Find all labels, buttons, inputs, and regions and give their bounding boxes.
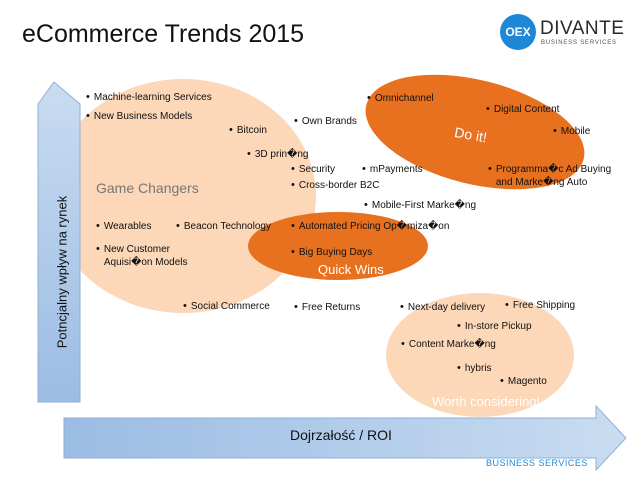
trend-free-returns: Free Returns — [294, 301, 360, 314]
trend-omnichannel: Omnichannel — [367, 92, 434, 105]
trend-big-buying-days: Big Buying Days — [291, 246, 372, 259]
impact-axis-arrow — [37, 81, 81, 403]
trend-own-brands: Own Brands — [294, 115, 357, 128]
trend-next-day: Next-day delivery — [400, 301, 485, 314]
trend-programmatic: Programma�c Ad Buying and Marke�ng Auto — [488, 163, 611, 189]
trend-security: Security — [291, 163, 335, 176]
trend-machine-learning: Machine-learning Services — [86, 91, 212, 104]
trend-cross-border: Cross-border B2C — [291, 179, 380, 192]
trend-new-customer-line2: Aquisi�on Models — [103, 257, 188, 268]
zone-label-game-changers: Game Changers — [96, 180, 199, 196]
trend-social-commerce: Social Commerce — [183, 300, 270, 313]
page-title: eCommerce Trends 2015 — [22, 20, 305, 48]
trend-programmatic-line1: Programma�c Ad Buying — [495, 164, 612, 175]
logo-badge-icon: OEX — [500, 14, 536, 50]
trend-programmatic-line2: and Marke�ng Auto — [495, 177, 588, 188]
trend-new-customer: New Customer Aquisi�on Models — [96, 243, 188, 269]
trend-magento: Magento — [500, 375, 547, 388]
trend-in-store-pickup: In-store Pickup — [457, 320, 532, 333]
trend-wearables: Wearables — [96, 220, 152, 233]
trend-new-customer-line1: New Customer — [103, 244, 170, 255]
trend-content-marketing: Content Marke�ng — [401, 338, 496, 351]
roi-axis-arrow — [63, 404, 627, 472]
logo-subtitle: BUSINESS SERVICES — [541, 40, 617, 46]
trend-hybris: hybris — [457, 362, 492, 375]
trend-bitcoin: Bitcoin — [229, 124, 267, 137]
footer-brand: BUSINESS SERVICES — [486, 458, 588, 468]
trend-digital-content: Digital Content — [486, 103, 560, 116]
trend-3d-printing: 3D prin�ng — [247, 148, 309, 161]
x-axis-label: Dojrzałość / ROI — [290, 427, 392, 443]
zone-label-quick-wins: Quick Wins — [318, 262, 384, 277]
trend-automated-pricing: Automated Pricing Op�miza�on — [291, 220, 450, 233]
logo-name: DIVANTE — [540, 18, 625, 39]
divante-logo: OEX DIVANTE BUSINESS SERVICES — [500, 14, 624, 54]
trend-free-shipping: Free Shipping — [505, 299, 575, 312]
trend-mobile-first: Mobile-First Marke�ng — [364, 199, 476, 212]
trend-beacon: Beacon Technology — [176, 220, 271, 233]
y-axis-label: Potncjalny wpływ na rynek — [54, 195, 70, 349]
zone-label-worth-considering: Worth considering! — [432, 394, 541, 409]
trend-mobile: Mobile — [553, 125, 590, 138]
trend-new-business-models: New Business Models — [86, 110, 192, 123]
trend-mpayments: mPayments — [362, 163, 423, 176]
